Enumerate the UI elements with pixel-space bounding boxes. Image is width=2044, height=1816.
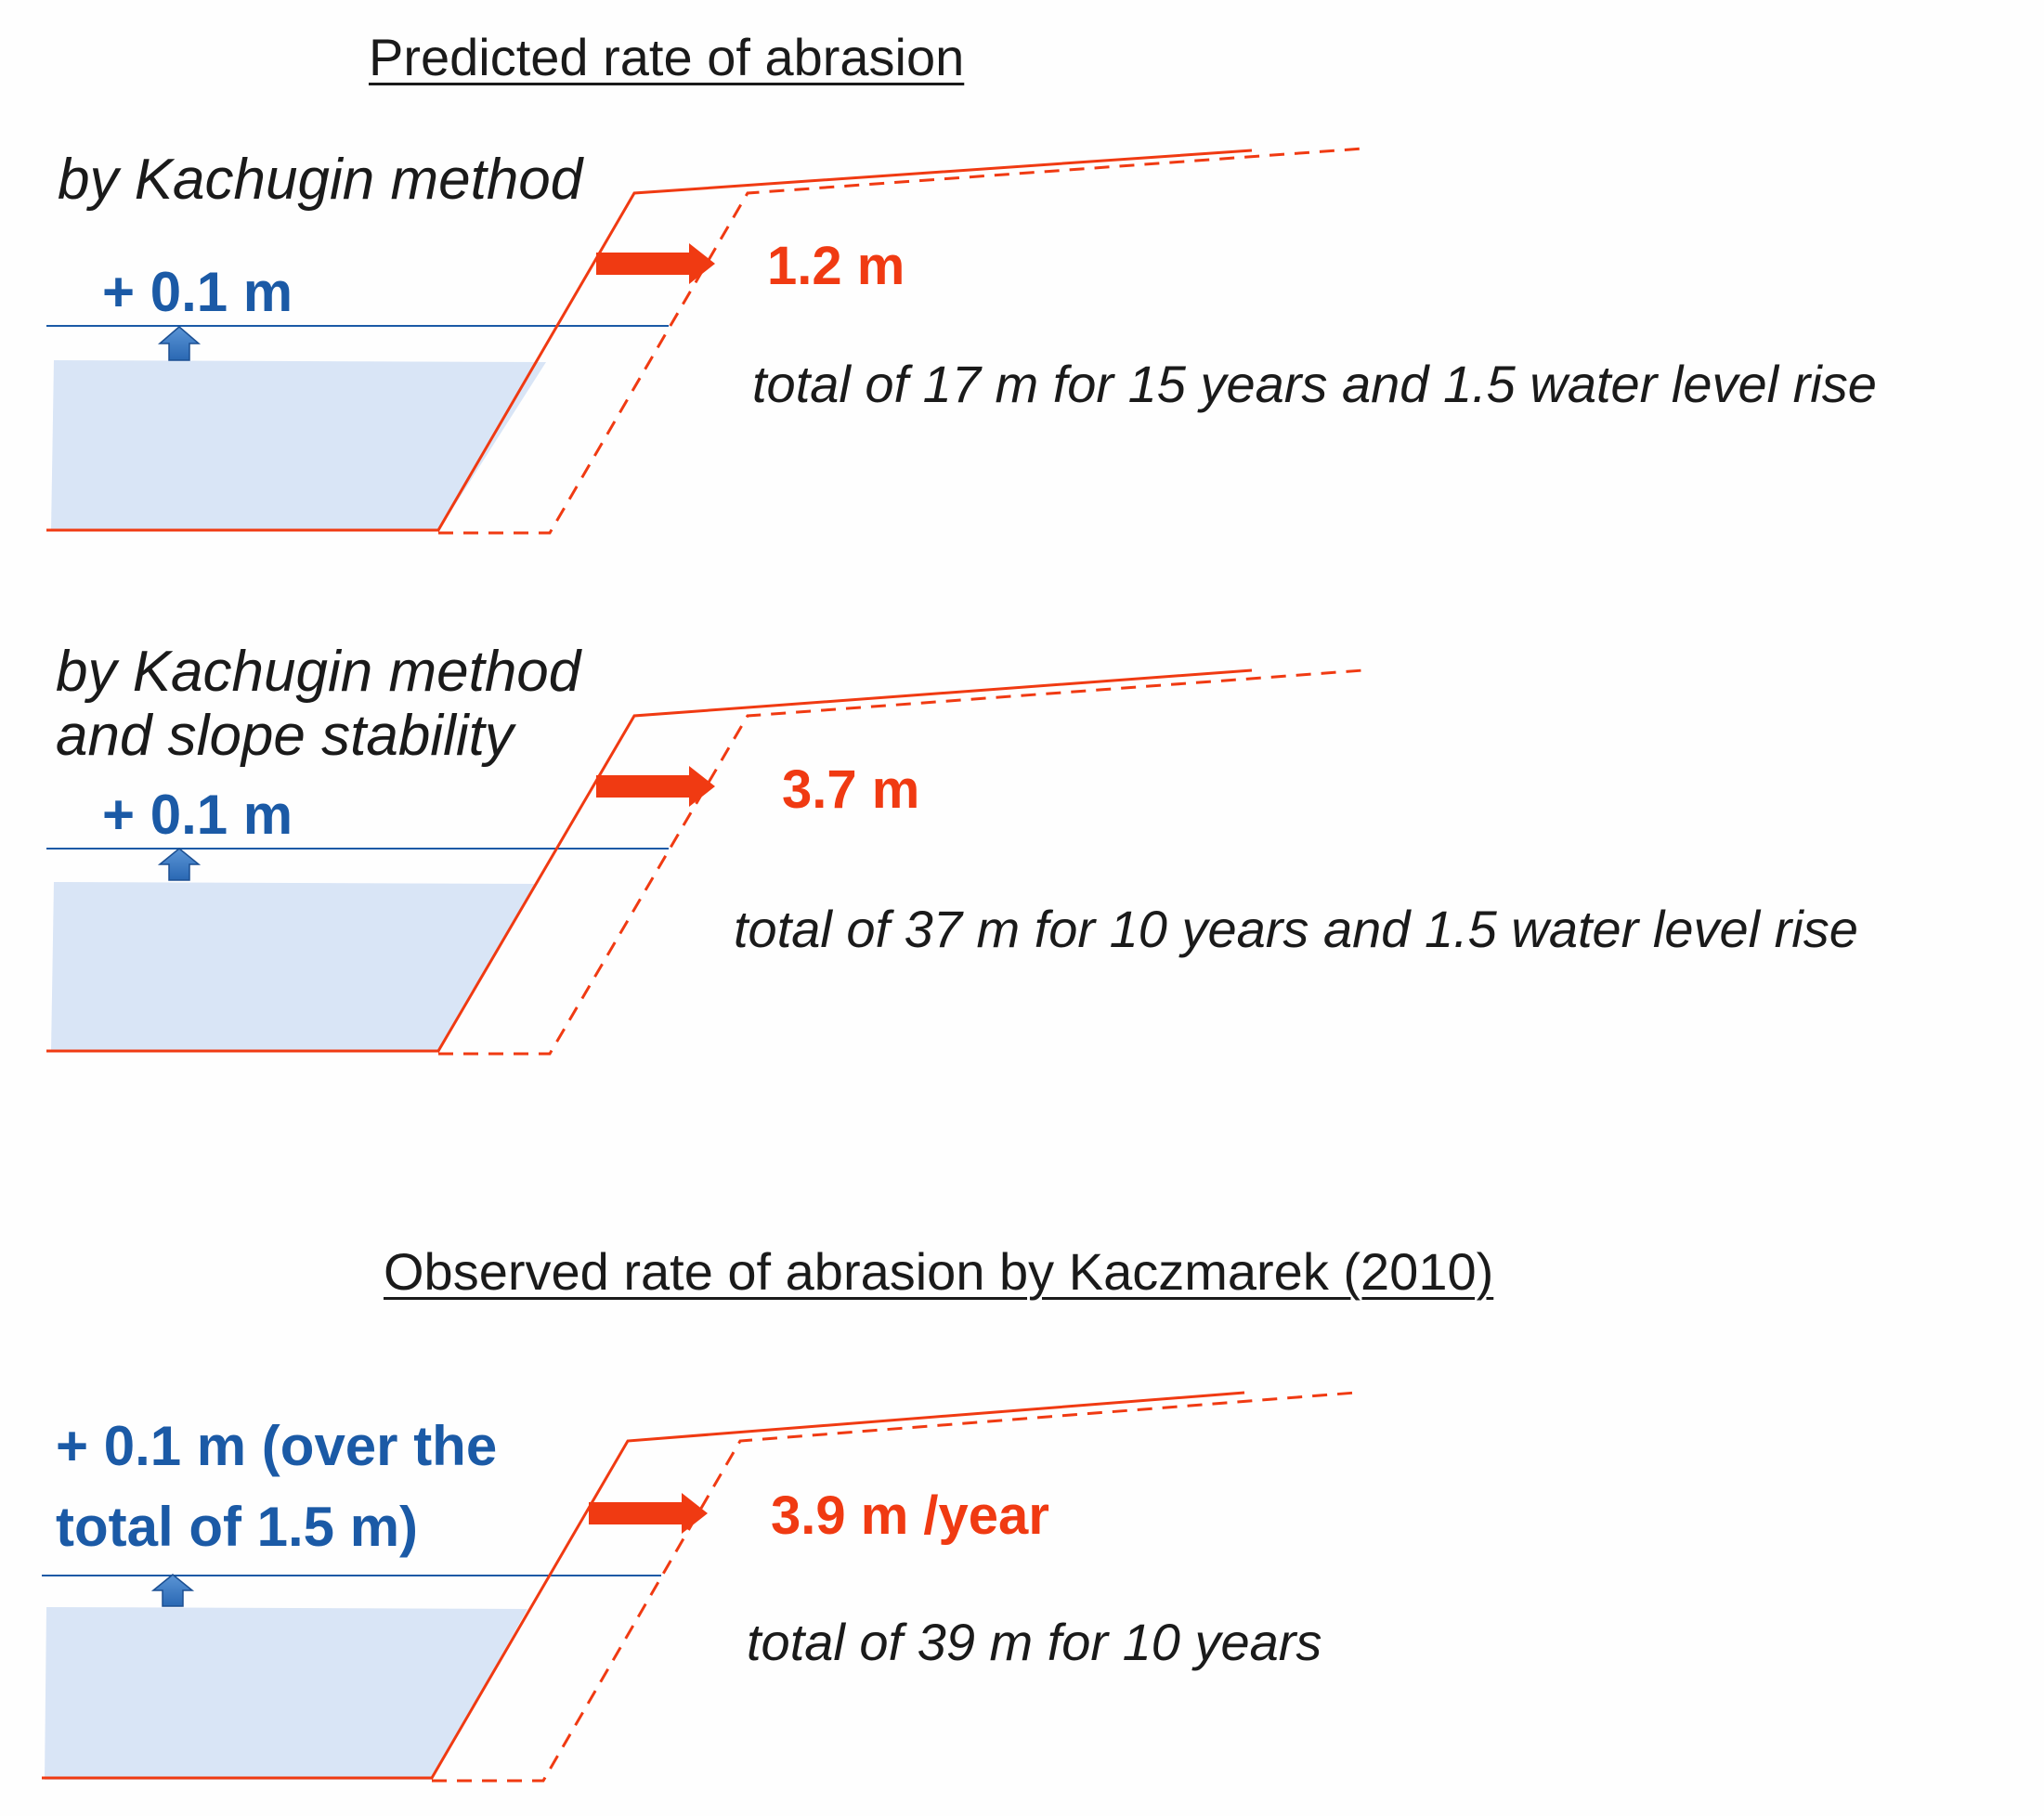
method-label: by Kachugin method [58, 148, 583, 212]
water-rise-arrow-icon [150, 1574, 195, 1607]
retreat-arrow-icon [589, 1493, 708, 1534]
retreat-value: 3.7 m [782, 759, 920, 820]
method-label: by Kachugin method [56, 640, 581, 704]
water-body [45, 1607, 527, 1780]
observed-shore-profile [432, 1391, 1357, 1783]
predicted-shore-profile [438, 147, 1364, 535]
water-rise-arrow-icon [157, 848, 202, 881]
retreat-arrow-icon [596, 766, 715, 807]
water-rise-arrow-icon [157, 326, 202, 361]
total-retreat-text: total of 39 m for 10 years [747, 1613, 1322, 1671]
current-shore-profile [46, 149, 1253, 532]
water-body [51, 360, 546, 531]
water-rise-label: + 0.1 m [102, 784, 293, 846]
current-shore-profile [46, 668, 1253, 1053]
retreat-value: 3.9 m /year [771, 1485, 1049, 1546]
method-label-line-2: and slope stability [56, 704, 514, 768]
water-body [51, 882, 537, 1052]
water-rise-label: + 0.1 m (over the [56, 1415, 498, 1477]
profile-panel-1 [46, 147, 1364, 535]
total-retreat-text: total of 37 m for 10 years and 1.5 water… [734, 900, 1858, 958]
water-rise-label-line-2: total of 1.5 m) [56, 1496, 419, 1558]
current-shore-profile [42, 1391, 1245, 1780]
predicted-shore-profile [438, 668, 1364, 1056]
observed-heading: Observed rate of abrasion by Kaczmarek (… [384, 1242, 1494, 1301]
predicted-heading: Predicted rate of abrasion [369, 28, 965, 86]
retreat-arrow-icon [596, 243, 715, 284]
water-rise-label: + 0.1 m [102, 261, 293, 323]
profile-panel-3 [42, 1391, 1357, 1783]
total-retreat-text: total of 17 m for 15 years and 1.5 water… [752, 355, 1877, 413]
profile-panel-2 [46, 668, 1364, 1056]
retreat-value: 1.2 m [767, 236, 905, 296]
